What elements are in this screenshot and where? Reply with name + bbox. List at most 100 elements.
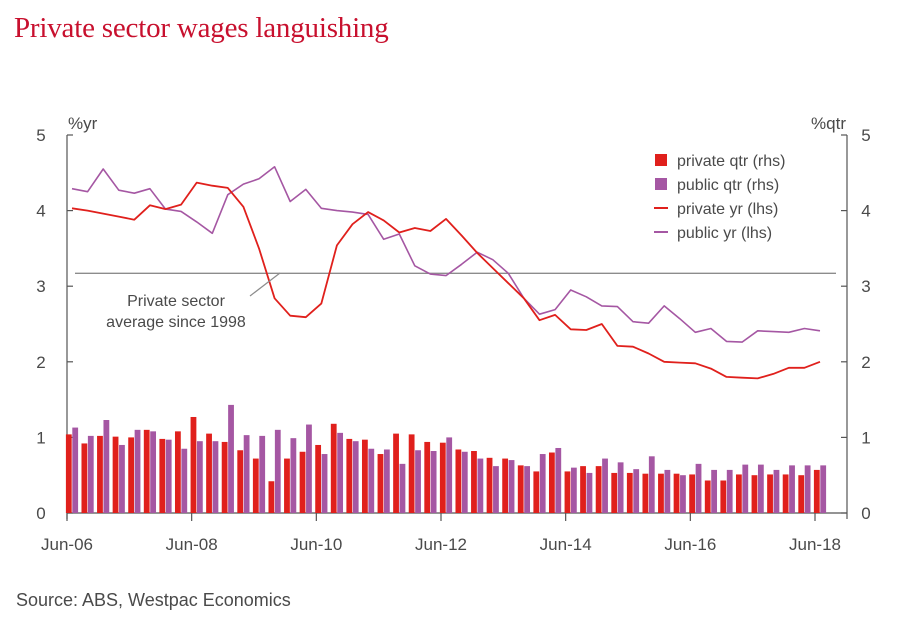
- public-qtr-bar: [72, 427, 79, 513]
- public-qtr-bar: [383, 449, 390, 513]
- private-qtr-bar: [299, 451, 306, 513]
- right-tick-label: 2: [861, 353, 870, 372]
- x-tick-label: Jun-10: [290, 535, 342, 554]
- public-qtr-bar: [680, 475, 686, 513]
- public-qtr-bar: [430, 451, 437, 513]
- public-qtr-bar: [617, 462, 624, 513]
- private-qtr-bar: [284, 458, 290, 513]
- private-qtr-bar: [626, 472, 633, 513]
- private-qtr-bar: [517, 465, 524, 513]
- x-tick-label: Jun-16: [664, 535, 716, 554]
- lines-layer: [71, 166, 821, 380]
- private-qtr-bar: [533, 471, 540, 513]
- public-qtr-bar: [555, 447, 562, 513]
- public-qtr-bar: [306, 424, 312, 513]
- bars-layer: [65, 404, 827, 513]
- private-qtr-bar: [330, 423, 337, 513]
- x-tick-label: Jun-08: [166, 535, 218, 554]
- public-qtr-bar: [352, 441, 359, 513]
- x-tick-label: Jun-18: [789, 535, 841, 554]
- private-qtr-bar: [315, 444, 322, 513]
- left-axis-unit: %yr: [68, 114, 98, 133]
- public-qtr-bar: [103, 420, 110, 513]
- right-tick-label: 5: [861, 126, 870, 145]
- private-qtr-bar: [143, 429, 150, 513]
- public-qtr-bar: [87, 435, 94, 513]
- private-qtr-bar: [65, 434, 72, 513]
- public-qtr-bar: [134, 429, 141, 513]
- legend-label: public yr (lhs): [677, 225, 772, 242]
- legend-label: public qtr (rhs): [677, 177, 779, 194]
- private-qtr-bar: [751, 475, 758, 513]
- left-tick-label: 2: [36, 353, 45, 372]
- private-qtr-bar: [611, 472, 618, 513]
- public-qtr-bar: [119, 444, 125, 513]
- private-qtr-bar: [81, 443, 88, 513]
- private-qtr-bar: [767, 474, 773, 513]
- private-qtr-bar: [502, 458, 509, 513]
- public-qtr-bar: [165, 439, 172, 513]
- public-qtr-bar: [290, 438, 297, 513]
- left-tick-label: 0: [36, 504, 45, 523]
- private-qtr-bar: [237, 450, 244, 513]
- legend-label: private qtr (rhs): [677, 153, 785, 170]
- private-yr-line: [71, 181, 821, 380]
- private-qtr-bar: [268, 481, 275, 513]
- public-qtr-bar: [742, 464, 749, 513]
- legend-label: private yr (lhs): [677, 201, 778, 218]
- public-qtr-bar: [415, 450, 421, 513]
- private-qtr-bar: [174, 431, 181, 513]
- private-qtr-bar: [564, 471, 571, 513]
- public-qtr-bar: [539, 454, 546, 513]
- private-qtr-bar: [595, 466, 602, 513]
- public-qtr-bar: [461, 451, 468, 513]
- public-qtr-bar: [664, 469, 671, 513]
- x-tick-label: Jun-06: [41, 535, 93, 554]
- left-tick-label: 3: [36, 277, 45, 296]
- private-qtr-bar: [704, 480, 711, 513]
- public-qtr-bar: [804, 465, 811, 513]
- public-qtr-bar: [711, 469, 718, 513]
- private-qtr-bar: [252, 458, 259, 513]
- annotation-pointer: [249, 272, 281, 297]
- private-qtr-bar: [393, 433, 399, 513]
- annotation-line-1: Private sector: [127, 293, 225, 310]
- public-qtr-bar: [757, 464, 764, 513]
- x-tick-label: Jun-12: [415, 535, 467, 554]
- public-qtr-bar: [586, 472, 593, 513]
- public-qtr-bar: [602, 458, 608, 513]
- public-qtr-bar: [150, 431, 157, 513]
- private-qtr-bar: [580, 466, 586, 513]
- right-tick-label: 4: [861, 202, 870, 221]
- private-qtr-bar: [471, 451, 477, 513]
- right-tick-label: 0: [861, 504, 870, 523]
- private-qtr-bar: [673, 473, 680, 513]
- legend: private qtr (rhs) public qtr (rhs) private…: [654, 153, 785, 242]
- public-yr-line: [71, 166, 821, 343]
- public-qtr-bar: [321, 454, 328, 513]
- private-qtr-bar: [735, 474, 742, 513]
- right-axis-unit: %qtr: [811, 114, 846, 133]
- public-qtr-bar: [259, 435, 266, 513]
- public-qtr-bar: [181, 448, 188, 513]
- private-qtr-bar: [439, 442, 446, 513]
- public-qtr-bar: [228, 404, 234, 513]
- annotation-layer: Private sector average since 1998: [106, 272, 281, 331]
- public-qtr-bar: [212, 441, 219, 513]
- private-qtr-bar: [361, 439, 368, 513]
- public-qtr-bar: [648, 456, 655, 513]
- private-qtr-bar: [206, 433, 212, 513]
- source-note: Source: ABS, Westpac Economics: [16, 590, 291, 610]
- private-qtr-bar: [658, 473, 664, 513]
- public-qtr-bar: [493, 466, 499, 513]
- public-qtr-bar: [446, 437, 453, 513]
- public-qtr-bar: [695, 463, 702, 513]
- chart-title: Private sector wages languishing: [14, 12, 389, 44]
- x-tick-label: Jun-14: [540, 535, 592, 554]
- private-qtr-bar: [377, 454, 384, 513]
- private-qtr-bar: [159, 438, 166, 513]
- private-qtr-bar: [455, 449, 462, 513]
- private-qtr-bar: [221, 441, 228, 513]
- public-qtr-bar: [477, 458, 484, 513]
